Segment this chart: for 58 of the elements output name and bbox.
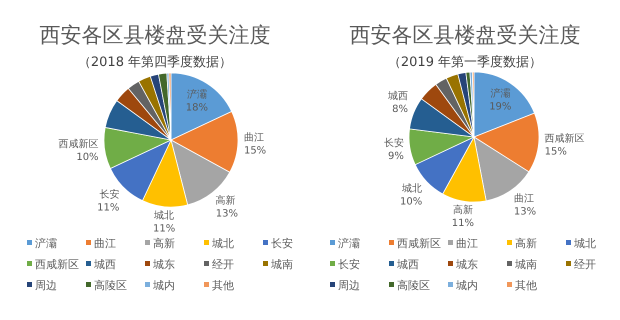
legend-label: 周边 [35, 279, 57, 292]
legend-label: 城南 [514, 258, 537, 271]
data-label: 13% [514, 206, 536, 218]
legend-label: 城西 [396, 258, 419, 271]
legend-label: 高陵区 [397, 279, 430, 292]
slice-label: 高新 [452, 204, 473, 216]
data-label: 15% [544, 146, 567, 158]
legend-label: 城东 [152, 258, 175, 271]
slice-label: 曲江 [244, 131, 264, 144]
data-label: 15% [244, 145, 266, 156]
data-label: 11% [97, 202, 120, 214]
legend-label: 经开 [574, 258, 596, 271]
legend-label: 高陵区 [94, 279, 127, 292]
data-label: 19% [489, 101, 512, 112]
legend-label: 浐灞 [338, 237, 360, 250]
slice-label: 浐灞 [186, 88, 207, 100]
legend-label: 高新 [515, 237, 537, 250]
chart-subtitle: （2018 年第四季度数据） [78, 54, 232, 70]
legend-label: 浐灞 [35, 237, 57, 250]
legend-label: 长安 [271, 237, 293, 250]
legend-label: 高新 [153, 237, 175, 250]
slice-label: 长安 [99, 188, 120, 201]
legend-label: 经开 [212, 258, 234, 271]
data-label: 13% [216, 208, 238, 220]
legend-label: 曲江 [94, 237, 116, 250]
legend-label: 曲江 [456, 237, 478, 250]
chart-title: 西安各区县楼盘受关注度 [350, 23, 580, 47]
data-label: 11% [153, 224, 176, 235]
slice-label: 高新 [216, 194, 236, 207]
legend-label: 城内 [152, 279, 175, 292]
slice-label: 西咸新区 [544, 132, 585, 145]
legend-label: 西咸新区 [397, 237, 441, 250]
chart-title: 西安各区县楼盘受关注度 [40, 23, 270, 47]
data-label: 18% [186, 102, 208, 114]
legend-label: 城东 [455, 258, 478, 271]
data-label: 10% [76, 152, 99, 164]
legend-label: 其他 [515, 279, 537, 292]
legend-label: 城北 [211, 237, 234, 250]
legend-label: 城内 [455, 279, 478, 292]
legend-label: 长安 [338, 258, 360, 271]
data-label: 9% [388, 151, 404, 162]
legend-label: 西咸新区 [35, 258, 79, 271]
legend-label: 城北 [573, 237, 596, 250]
data-label: 8% [392, 104, 408, 115]
chart-subtitle: （2019 年第一季度数据） [388, 54, 542, 70]
legend-label: 其他 [212, 279, 234, 292]
slice-label: 西咸新区 [58, 138, 99, 150]
slice-label: 浐灞 [490, 87, 510, 100]
slice-label: 城西 [386, 90, 408, 102]
slice-label: 城北 [401, 182, 422, 195]
slice-label: 长安 [384, 137, 404, 150]
legend-label: 城南 [270, 258, 293, 271]
legend-label: 城西 [93, 258, 116, 271]
data-label: 11% [452, 218, 474, 230]
legend-label: 周边 [338, 279, 360, 292]
slice-label: 城北 [153, 210, 174, 222]
slice-label: 曲江 [514, 192, 534, 205]
data-label: 10% [400, 196, 422, 208]
